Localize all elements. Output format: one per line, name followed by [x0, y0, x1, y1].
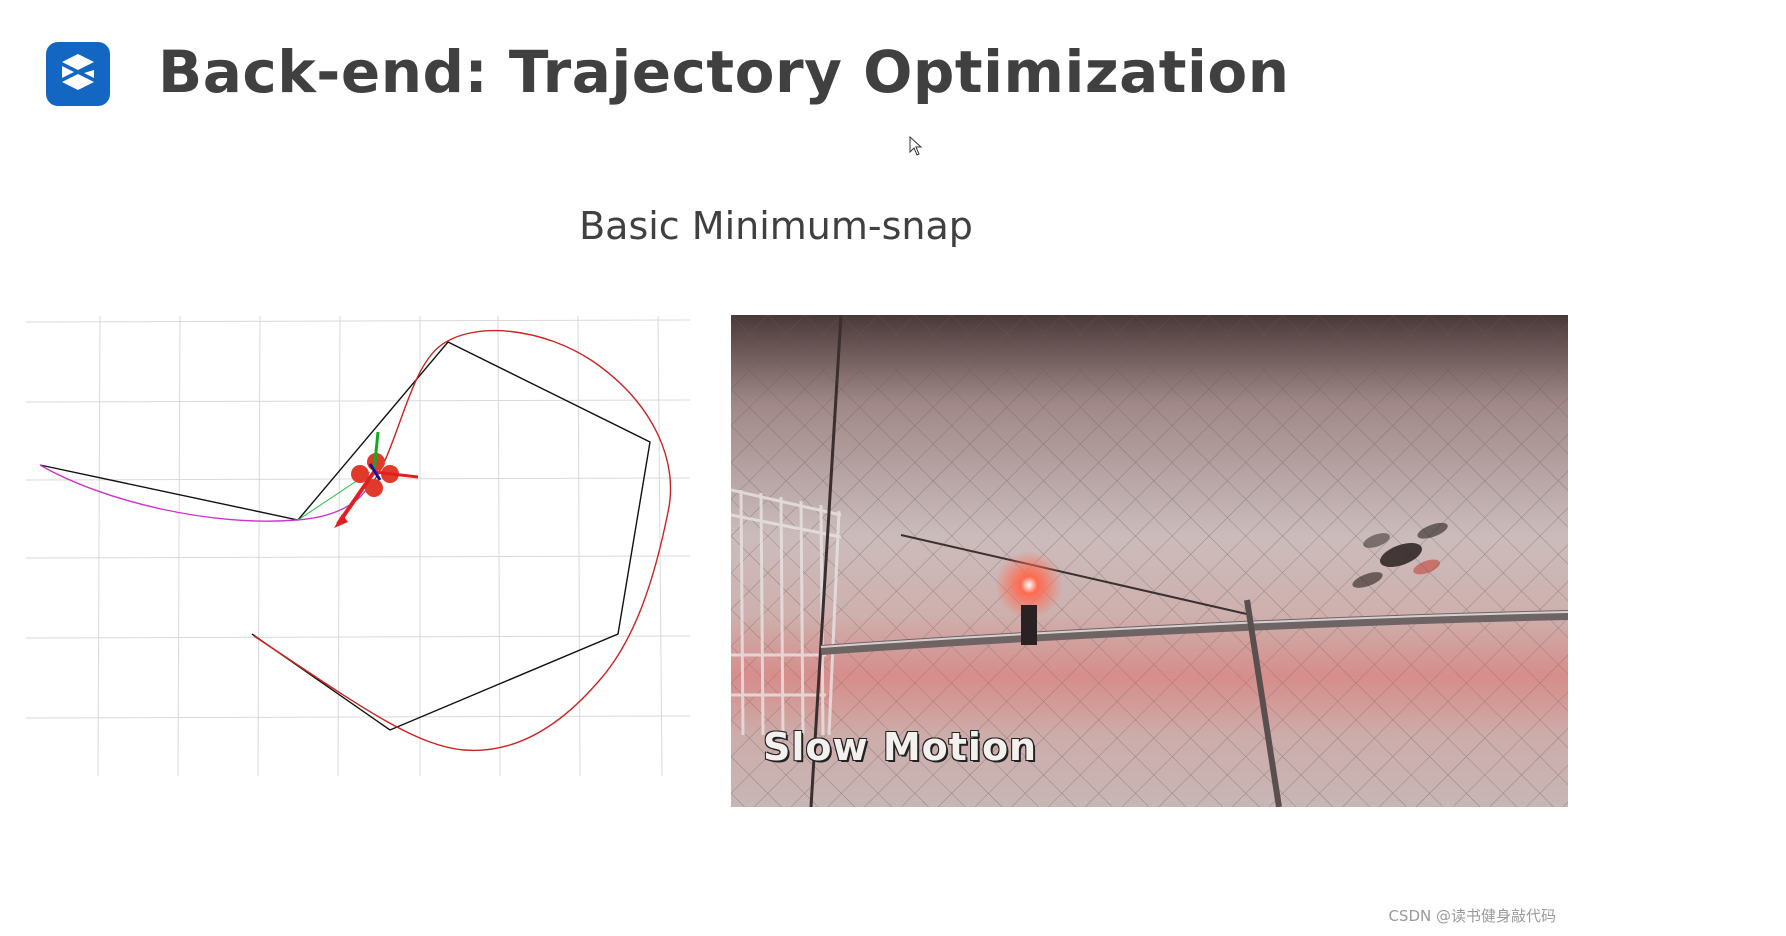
flight-video[interactable]: Slow Motion — [731, 315, 1568, 807]
logo-s-icon — [62, 54, 94, 90]
mouse-cursor-icon — [909, 136, 923, 156]
quadrotor-icon — [334, 431, 419, 528]
trajectory-visualization — [25, 315, 691, 777]
slide-subtitle: Basic Minimum-snap — [579, 204, 973, 248]
optimized-trajectory — [253, 329, 672, 752]
logo — [46, 42, 110, 106]
executed-trajectory — [39, 464, 367, 522]
video-frame — [731, 315, 1568, 807]
watermark: CSDN @读书健身敲代码 — [1388, 907, 1556, 925]
drone-icon — [1352, 522, 1448, 588]
video-caption: Slow Motion — [763, 725, 1038, 769]
slide-title: Back-end: Trajectory Optimization — [158, 38, 1290, 106]
